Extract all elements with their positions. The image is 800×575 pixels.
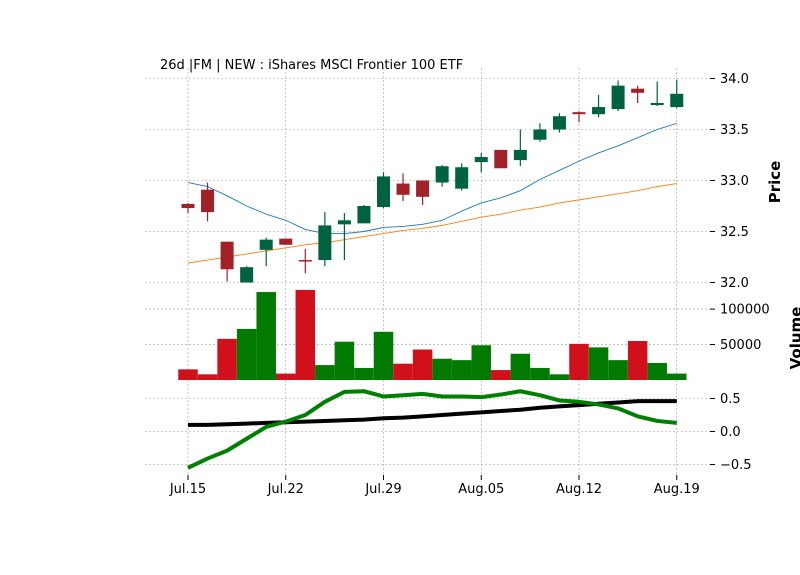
volume-bar bbox=[569, 343, 589, 380]
candle-body bbox=[552, 116, 566, 130]
candle-body bbox=[513, 149, 527, 161]
x-tick-label: Jul.15 bbox=[169, 482, 206, 497]
candle-body bbox=[455, 167, 469, 189]
price-tick-label: 32.0 bbox=[720, 276, 749, 291]
volume-tick-label: 100000 bbox=[720, 303, 770, 318]
x-tick-label: Jul.29 bbox=[364, 482, 401, 497]
volume-bar bbox=[295, 289, 316, 380]
candle-body bbox=[416, 180, 430, 197]
volume-bar bbox=[334, 341, 355, 380]
volume-bar bbox=[471, 345, 491, 380]
candle-body bbox=[181, 203, 195, 209]
volume-bar bbox=[627, 341, 648, 380]
price-tick-label: 32.5 bbox=[720, 225, 749, 240]
candle-body bbox=[650, 102, 664, 106]
volume-bar bbox=[608, 360, 628, 380]
volume-bar bbox=[178, 369, 198, 380]
volume-bar bbox=[256, 292, 276, 380]
candle-body bbox=[611, 85, 625, 110]
x-tick-label: Jul.22 bbox=[267, 482, 304, 497]
candle-body bbox=[220, 241, 234, 270]
candle-body bbox=[670, 93, 684, 108]
volume-axis-label: Volume bbox=[787, 307, 800, 370]
candle-body bbox=[357, 206, 371, 224]
candle-body bbox=[337, 220, 351, 225]
volume-bar bbox=[217, 338, 237, 380]
x-tick-label: Aug.19 bbox=[654, 482, 700, 497]
oscillator-main-line bbox=[187, 389, 677, 470]
volume-bar bbox=[276, 373, 296, 380]
price-axis-label: Price bbox=[766, 161, 784, 204]
volume-bar bbox=[393, 363, 413, 380]
price-tick-label: 33.5 bbox=[720, 123, 749, 138]
grid-layer bbox=[145, 68, 710, 475]
oscillator-tick-label: 0.5 bbox=[720, 392, 741, 407]
candle-body bbox=[435, 166, 449, 183]
candle-body bbox=[592, 107, 606, 115]
candle-body bbox=[201, 189, 215, 213]
chart-title: 26d |FM | NEW : iShares MSCI Frontier 10… bbox=[160, 58, 463, 73]
volume-bar bbox=[510, 353, 531, 380]
candle-body bbox=[377, 176, 390, 208]
volume-bar bbox=[412, 349, 433, 380]
candle-body bbox=[240, 267, 254, 283]
volume-bar bbox=[647, 362, 667, 380]
candle-body bbox=[494, 149, 508, 169]
oscillator-tick-label: −0.5 bbox=[720, 458, 752, 473]
volume-tick-label: 50000 bbox=[720, 338, 761, 353]
moving-average-fast bbox=[187, 122, 677, 234]
volume-bar bbox=[549, 374, 570, 380]
volume-bar bbox=[373, 331, 394, 380]
oscillator-panel bbox=[187, 389, 677, 470]
candle-body bbox=[631, 88, 645, 93]
price-tick-label: 33.0 bbox=[720, 174, 749, 189]
candle-body bbox=[279, 238, 293, 245]
volume-bar bbox=[667, 373, 687, 380]
x-tick-label: Aug.12 bbox=[556, 482, 602, 497]
volume-panel bbox=[178, 289, 687, 380]
x-tick-label: Aug.05 bbox=[458, 482, 504, 497]
oscillator-tick-label: 0.0 bbox=[720, 425, 741, 440]
candle-body bbox=[396, 183, 410, 195]
candle-body bbox=[572, 112, 586, 115]
candle-body bbox=[474, 157, 488, 163]
volume-bar bbox=[354, 367, 374, 380]
moving-average-slow bbox=[187, 183, 677, 264]
volume-bar bbox=[588, 347, 609, 380]
volume-bar bbox=[197, 374, 218, 380]
volume-bar bbox=[315, 365, 335, 380]
candle-body bbox=[298, 260, 312, 262]
price-panel bbox=[181, 79, 684, 283]
candle-body bbox=[533, 129, 547, 140]
candle-body bbox=[259, 239, 273, 250]
volume-bar bbox=[451, 360, 472, 380]
volume-bar bbox=[236, 328, 257, 380]
volume-bar bbox=[530, 367, 550, 380]
volume-bar bbox=[432, 358, 452, 380]
price-tick-label: 34.0 bbox=[720, 72, 749, 87]
candle-body bbox=[318, 225, 332, 261]
axis-layer: 32.0 32.5 33.0 33.5 34.0 50000 100000 −0.5 0.0 0.… bbox=[169, 72, 770, 497]
volume-bar bbox=[491, 370, 511, 380]
